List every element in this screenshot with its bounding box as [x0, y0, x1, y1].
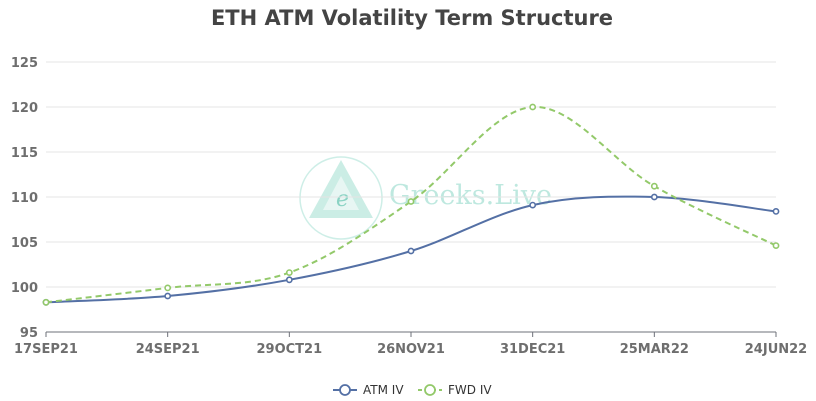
- x-tick-label: 25MAR22: [620, 342, 689, 357]
- y-tick-label: 100: [11, 281, 38, 296]
- x-tick-label: 29OCT21: [257, 342, 323, 357]
- data-point[interactable]: [285, 269, 293, 276]
- watermark-logo-triangle: [309, 160, 373, 218]
- data-point[interactable]: [650, 182, 658, 190]
- series-fwd-iv: [42, 103, 780, 306]
- y-tick-label: 115: [11, 146, 38, 161]
- x-axis: 17SEP21 24SEP21 29OCT21 26NOV21 31DEC21 25MAR…: [14, 331, 807, 357]
- watermark-logo-letter: e: [336, 187, 349, 212]
- x-tick-label: 24JUN22: [745, 342, 807, 357]
- data-point[interactable]: [772, 207, 780, 215]
- data-point[interactable]: [164, 284, 172, 292]
- x-tick-label: 24SEP21: [136, 342, 200, 357]
- data-point[interactable]: [407, 247, 415, 255]
- legend-symbol: [339, 384, 351, 396]
- legend-label: FWD IV: [448, 383, 492, 397]
- x-tick-label: 31DEC21: [500, 342, 565, 357]
- series-layer: [42, 103, 780, 306]
- y-axis: 95 100 105 110 115 120 125: [11, 56, 38, 341]
- y-tick-label: 120: [11, 101, 38, 116]
- data-point[interactable]: [407, 198, 415, 205]
- legend[interactable]: ATM IV FWD IV: [333, 383, 492, 397]
- legend-symbol: [424, 384, 436, 396]
- data-point[interactable]: [164, 292, 172, 300]
- data-point[interactable]: [42, 298, 50, 306]
- greeks-live-watermark: e Greeks.Live: [299, 156, 552, 240]
- watermark-text: Greeks.Live: [389, 180, 552, 211]
- x-tick-label: 26NOV21: [377, 342, 445, 357]
- y-tick-label: 125: [11, 56, 38, 71]
- data-point[interactable]: [529, 103, 537, 111]
- y-tick-label: 110: [11, 191, 38, 206]
- legend-item-fwd-iv[interactable]: FWD IV: [418, 383, 492, 397]
- chart-title: ETH ATM Volatility Term Structure: [211, 6, 613, 30]
- legend-label: ATM IV: [363, 383, 404, 397]
- data-point[interactable]: [650, 193, 658, 201]
- x-tick-label: 17SEP21: [14, 342, 78, 357]
- y-tick-label: 95: [20, 326, 38, 341]
- data-point[interactable]: [529, 201, 537, 209]
- data-point[interactable]: [285, 276, 293, 284]
- data-point[interactable]: [772, 242, 780, 249]
- watermark-logo-inner: [323, 176, 359, 210]
- legend-item-atm-iv[interactable]: ATM IV: [333, 383, 404, 397]
- watermark-logo-ring: [299, 156, 383, 240]
- y-tick-label: 105: [11, 236, 38, 251]
